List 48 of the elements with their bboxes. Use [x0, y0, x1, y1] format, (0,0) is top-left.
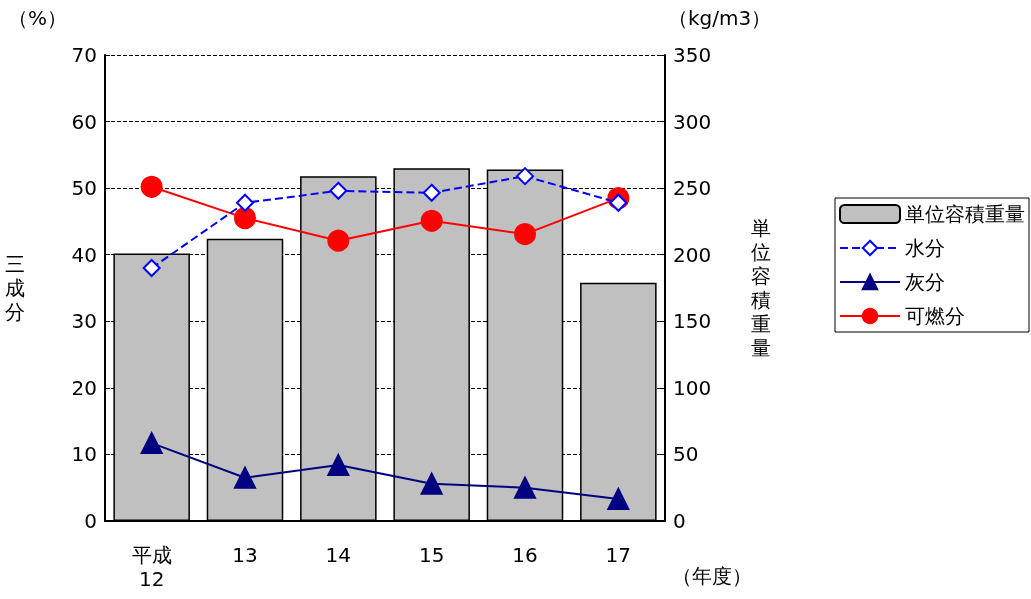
y-tick-label: 10: [71, 442, 97, 467]
point: [327, 229, 350, 252]
y2-tick-label: 0: [673, 509, 686, 533]
point: [516, 167, 534, 186]
y2-tick-label: 150: [673, 309, 712, 334]
point: [234, 466, 256, 489]
x-tick-label: 16: [512, 543, 538, 567]
legend-label: 水分: [905, 236, 945, 260]
x-tick-label: 15: [418, 543, 445, 567]
point: [140, 432, 163, 455]
text: （%）: [8, 6, 68, 30]
text: （kg/m3）: [668, 6, 772, 30]
y2-tick-label: 350: [673, 43, 712, 67]
point: [234, 207, 256, 230]
point: [420, 209, 443, 232]
point: [609, 193, 628, 212]
point: [236, 193, 254, 212]
y2-tick-label: 300: [673, 109, 712, 134]
x-tick-label: 平成 12: [131, 543, 172, 591]
legend-label: 灰分: [905, 270, 945, 294]
y-tick-label: 50: [71, 176, 97, 201]
point: [329, 181, 348, 200]
y2-tick-label: 250: [673, 176, 712, 201]
legend-label: 可燃分: [905, 304, 965, 328]
y-tick-label: 70: [71, 43, 97, 67]
x-tick-label: 14: [325, 543, 352, 567]
y-tick-label: 40: [71, 242, 97, 267]
legend-label: 単位容積重量: [905, 202, 1025, 226]
point: [514, 476, 536, 499]
point: [422, 183, 441, 202]
y-tick-label: 0: [84, 509, 97, 533]
y2-tick-label: 50: [673, 442, 699, 467]
x-tick-label: 13: [232, 543, 258, 567]
y2-axis-title: 単位容積重量: [751, 216, 771, 360]
text: （年度）: [672, 564, 752, 588]
y-tick-label: 20: [71, 375, 97, 400]
point: [514, 223, 536, 246]
point: [420, 472, 443, 495]
point: [327, 454, 350, 477]
x-tick-label: 17: [605, 543, 632, 567]
y2-tick-label: 200: [673, 242, 712, 267]
point: [140, 175, 163, 198]
y-tick-label: 30: [71, 309, 97, 334]
point: [142, 259, 161, 278]
y-tick-label: 60: [71, 109, 97, 134]
y-axis-title: 三成分: [5, 252, 25, 324]
y2-tick-label: 100: [673, 375, 712, 400]
point: [607, 488, 630, 511]
